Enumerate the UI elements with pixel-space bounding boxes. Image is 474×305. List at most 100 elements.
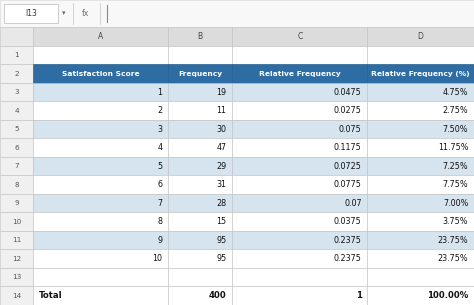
Text: 5: 5 (14, 126, 19, 132)
Bar (367, 231, 474, 249)
Bar (367, 46, 474, 64)
Text: A: A (98, 32, 103, 41)
Text: 0.2375: 0.2375 (334, 236, 362, 245)
Bar (33, 64, 168, 83)
Bar (168, 212, 232, 231)
Bar (232, 101, 367, 120)
Text: 0.0775: 0.0775 (334, 180, 362, 189)
Bar (0, 212, 33, 231)
Text: 23.75%: 23.75% (438, 254, 468, 263)
Bar (168, 157, 232, 175)
Text: 0.0725: 0.0725 (334, 162, 362, 170)
Bar (33, 194, 168, 212)
Text: 1: 1 (356, 291, 362, 300)
Text: ▾: ▾ (62, 10, 66, 16)
Text: 28: 28 (217, 199, 227, 208)
Bar (33, 286, 168, 305)
Text: Total: Total (39, 291, 63, 300)
Bar (0, 101, 33, 120)
Text: 10: 10 (12, 219, 21, 225)
Text: 3: 3 (157, 124, 163, 134)
Bar (33, 138, 168, 157)
Bar (232, 64, 367, 83)
Text: 31: 31 (217, 180, 227, 189)
Bar (0, 231, 33, 249)
Bar (33, 249, 168, 268)
Bar (168, 138, 232, 157)
Text: 7: 7 (14, 163, 19, 169)
Text: Relative Frequency: Relative Frequency (259, 70, 341, 77)
Bar (232, 27, 367, 46)
Bar (232, 157, 367, 175)
Bar (0, 194, 33, 212)
Bar (4, 4, 58, 23)
Text: I13: I13 (25, 9, 37, 18)
Bar (367, 120, 474, 138)
Text: 6: 6 (14, 145, 19, 151)
Text: 9: 9 (14, 200, 19, 206)
Bar (367, 212, 474, 231)
Text: 13: 13 (12, 274, 21, 280)
Bar (367, 175, 474, 194)
Text: 30: 30 (217, 124, 227, 134)
Bar (0, 83, 33, 101)
Bar (367, 194, 474, 212)
Bar (168, 27, 232, 46)
Text: 2: 2 (157, 106, 163, 115)
Text: 10: 10 (153, 254, 163, 263)
Bar (33, 175, 168, 194)
Bar (0, 286, 33, 305)
Bar (0, 157, 33, 175)
Bar (232, 286, 367, 305)
Text: 100.00%: 100.00% (427, 291, 468, 300)
Text: B: B (198, 32, 203, 41)
Bar (168, 120, 232, 138)
Bar (367, 157, 474, 175)
Bar (367, 286, 474, 305)
Text: 3: 3 (14, 89, 19, 95)
Text: 0.2375: 0.2375 (334, 254, 362, 263)
Text: 0.0375: 0.0375 (334, 217, 362, 226)
Bar (232, 268, 367, 286)
Text: 8: 8 (157, 217, 163, 226)
Text: 4.75%: 4.75% (443, 88, 468, 97)
Bar (367, 268, 474, 286)
Text: 7.75%: 7.75% (443, 180, 468, 189)
Bar (168, 194, 232, 212)
Bar (168, 101, 232, 120)
Text: C: C (297, 32, 302, 41)
Text: 7: 7 (157, 199, 163, 208)
Text: 7.00%: 7.00% (443, 199, 468, 208)
Text: fx: fx (82, 9, 89, 18)
Bar (168, 249, 232, 268)
Bar (232, 120, 367, 138)
Text: 6: 6 (157, 180, 163, 189)
Bar (367, 249, 474, 268)
Text: 2.75%: 2.75% (443, 106, 468, 115)
Text: 23.75%: 23.75% (438, 236, 468, 245)
Bar (33, 46, 168, 64)
Bar (0, 268, 33, 286)
Bar (367, 64, 474, 83)
Bar (232, 212, 367, 231)
Bar (232, 138, 367, 157)
Text: 5: 5 (157, 162, 163, 170)
Text: 1: 1 (14, 52, 19, 58)
Text: 47: 47 (217, 143, 227, 152)
Bar (33, 231, 168, 249)
Bar (168, 64, 232, 83)
Text: 4: 4 (14, 108, 19, 113)
Bar (232, 194, 367, 212)
Text: 29: 29 (216, 162, 227, 170)
Bar (232, 231, 367, 249)
Bar (33, 83, 168, 101)
Text: 1: 1 (157, 88, 163, 97)
Text: 400: 400 (209, 291, 227, 300)
Text: 0.075: 0.075 (339, 124, 362, 134)
Text: 7.50%: 7.50% (443, 124, 468, 134)
Bar (0, 120, 33, 138)
Bar (33, 27, 168, 46)
Text: 14: 14 (12, 293, 21, 299)
Bar (33, 212, 168, 231)
Bar (0, 64, 33, 83)
